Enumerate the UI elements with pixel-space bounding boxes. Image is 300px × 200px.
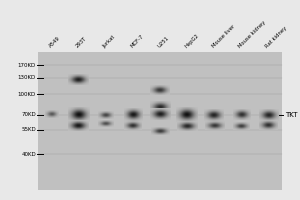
Text: Jurkat: Jurkat: [102, 35, 117, 49]
Text: Mouse kidney: Mouse kidney: [238, 20, 267, 49]
Text: 55KD: 55KD: [21, 127, 36, 132]
Text: Rat kidney: Rat kidney: [265, 25, 288, 49]
Text: 293T: 293T: [75, 36, 88, 49]
Text: 40KD: 40KD: [21, 152, 36, 157]
Text: 130KD: 130KD: [18, 75, 36, 80]
Text: 70KD: 70KD: [21, 112, 36, 117]
Text: 100KD: 100KD: [18, 92, 36, 97]
Text: TKT: TKT: [285, 112, 298, 118]
Text: U251: U251: [157, 36, 170, 49]
Text: A549: A549: [48, 36, 61, 49]
Text: Mouse liver: Mouse liver: [211, 24, 236, 49]
Text: HepG2: HepG2: [184, 33, 200, 49]
Bar: [38, 52, 282, 190]
Text: MCF-7: MCF-7: [129, 34, 145, 49]
Text: 170KD: 170KD: [18, 63, 36, 68]
